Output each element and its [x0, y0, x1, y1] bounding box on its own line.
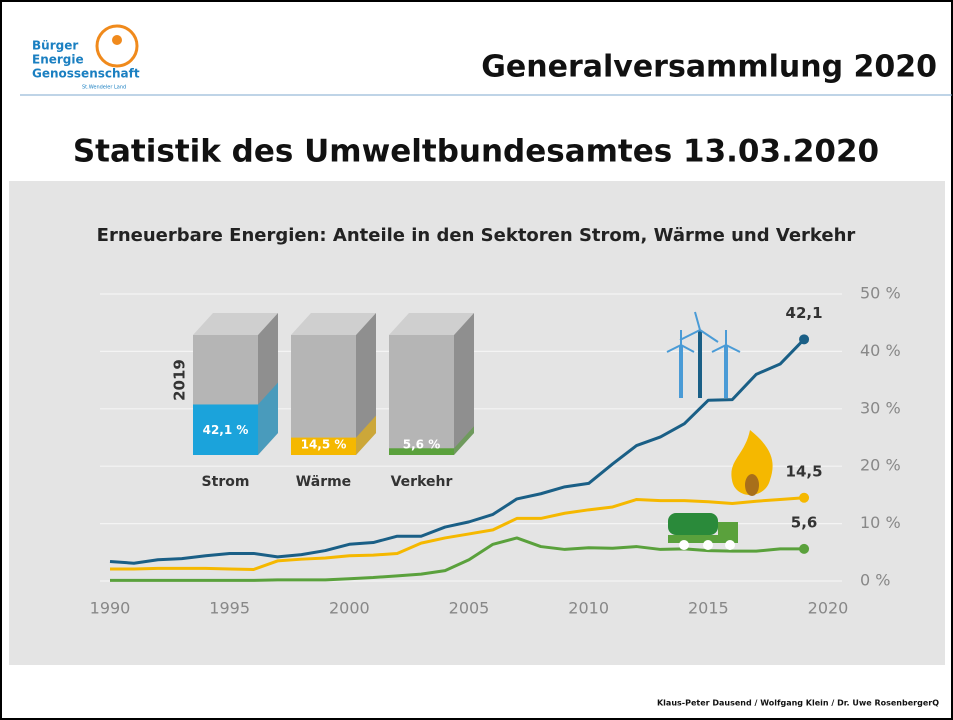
- inset-category: Wärme: [296, 474, 351, 490]
- data-label: 42,1: [786, 304, 823, 322]
- y-tick-label: 40 %: [860, 341, 901, 360]
- end-point: [799, 334, 809, 344]
- footer: Klaus-Peter Dausend / Wolfgang Klein / D…: [657, 699, 939, 708]
- inset-category: Strom: [202, 474, 250, 490]
- slide-header: Generalversammlung 2020: [481, 50, 937, 85]
- x-tick-label: 2020: [808, 599, 849, 618]
- x-tick-label: 2015: [688, 599, 729, 618]
- data-label: 14,5: [786, 462, 823, 480]
- x-tick-label: 1990: [90, 599, 131, 618]
- y-tick-label: 0 %: [860, 571, 890, 590]
- inset-value-label: 14,5 %: [301, 438, 347, 452]
- chart-panel: [9, 181, 945, 665]
- slide-title: Statistik des Umweltbundesamtes 13.03.20…: [73, 134, 879, 170]
- logo-text: Bürger: [32, 39, 78, 53]
- x-tick-label: 2010: [568, 599, 609, 618]
- inset-value-label: 5,6 %: [403, 438, 440, 452]
- y-tick-label: 10 %: [860, 513, 901, 532]
- end-point: [799, 544, 809, 554]
- x-tick-label: 2000: [329, 599, 370, 618]
- data-label: 5,6: [791, 513, 818, 531]
- y-tick-label: 20 %: [860, 456, 901, 475]
- slide: Bürger Energie Genossenschaft St.Wendele…: [0, 0, 953, 720]
- inset-year: 2019: [171, 359, 189, 401]
- y-tick-label: 50 %: [860, 284, 901, 303]
- chart-title: Erneuerbare Energien: Anteile in den Sek…: [97, 225, 856, 246]
- y-tick-label: 30 %: [860, 398, 901, 417]
- inset-value-label: 42,1 %: [203, 423, 249, 437]
- end-point: [799, 493, 809, 503]
- inset-category: Verkehr: [391, 474, 453, 490]
- logo-text: St.Wendeler Land: [82, 85, 126, 91]
- logo-text: Genossenschaft: [32, 67, 140, 81]
- x-tick-label: 1995: [209, 599, 250, 618]
- x-tick-label: 2005: [449, 599, 490, 618]
- logo-text: Energie: [32, 53, 84, 67]
- logo-sun: [112, 35, 122, 45]
